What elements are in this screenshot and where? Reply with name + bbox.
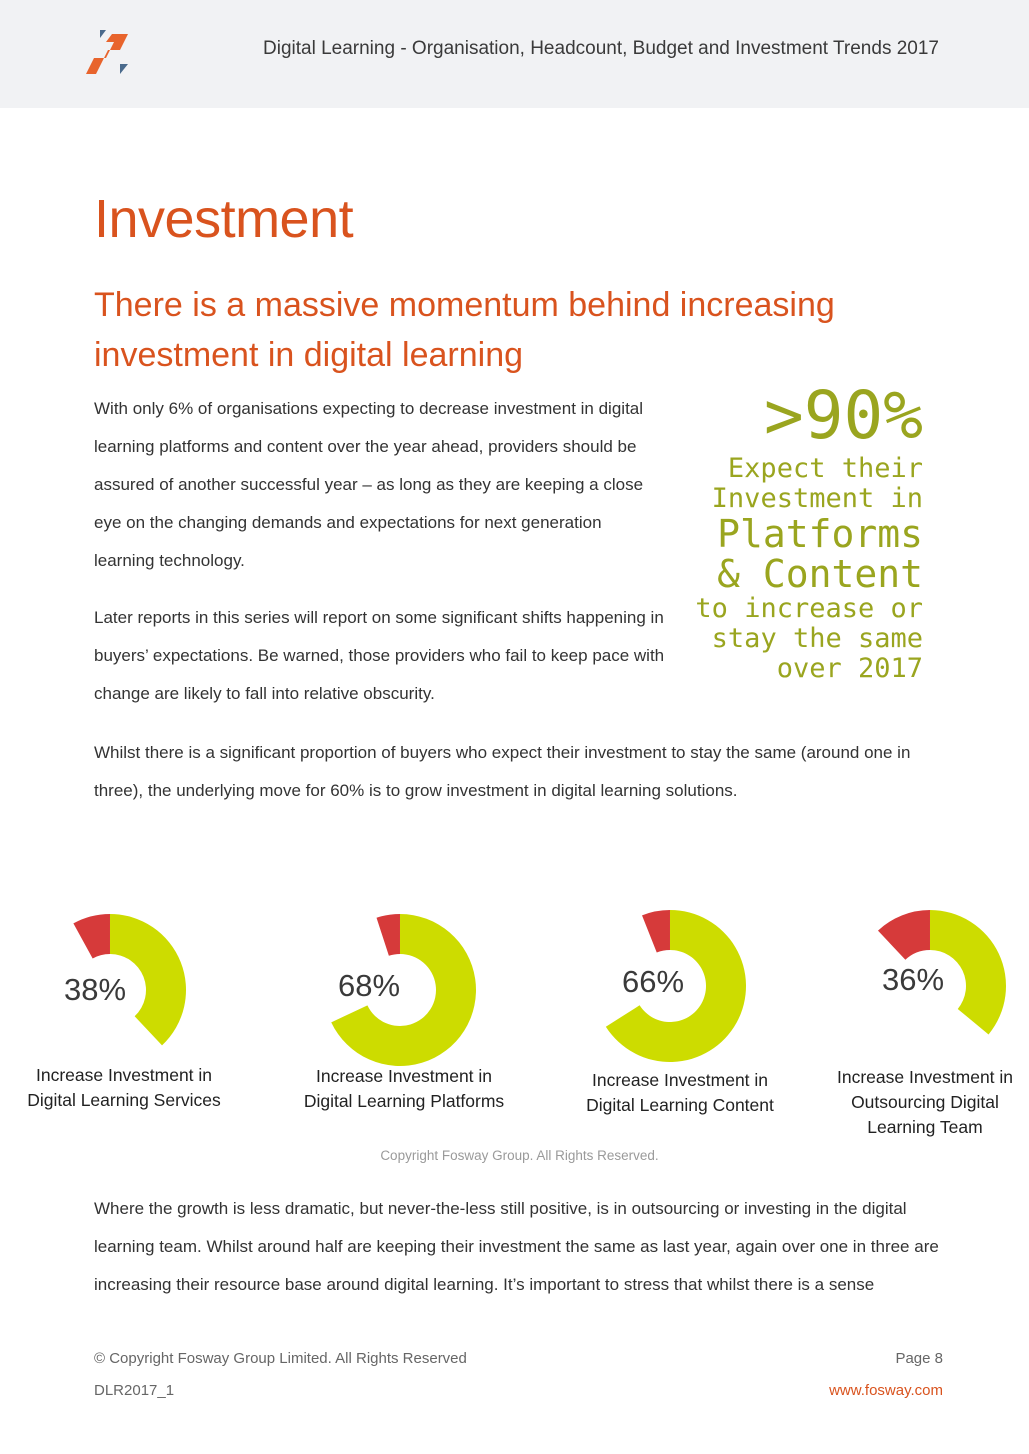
- donut-caption-line: Increase Investment in: [836, 1067, 1014, 1087]
- donut-caption-line: Increase Investment in: [35, 1065, 213, 1085]
- callout-line: to increase or: [695, 593, 923, 624]
- callout-line: Investment in: [711, 483, 923, 514]
- donut-svg: [605, 910, 746, 1062]
- donut-caption-line: Digital Learning Platforms: [303, 1091, 505, 1111]
- donut-caption: Increase Investment in Digital Learning …: [570, 1068, 790, 1118]
- footer-page-number: Page 8: [895, 1350, 943, 1367]
- callout-line: & Content: [717, 552, 923, 596]
- donut-caption-line: Increase Investment in: [591, 1070, 769, 1090]
- callout-line: over 2017: [776, 653, 923, 684]
- callout-line: Platforms: [717, 512, 923, 556]
- donut-caption-line: Learning Team: [867, 1117, 983, 1137]
- callout-line: stay the same: [711, 623, 923, 654]
- fosway-logo-icon: [86, 30, 128, 74]
- donut-percent-label: 38%: [64, 972, 127, 1007]
- stat-callout: >90% Expect their Investment in Platform…: [623, 378, 923, 684]
- footer-copyright: © Copyright Fosway Group Limited. All Ri…: [94, 1350, 467, 1367]
- donut-caption-line: Increase Investment in: [315, 1066, 493, 1086]
- donut-segment-decrease: [642, 910, 670, 953]
- footer-left: © Copyright Fosway Group Limited. All Ri…: [94, 1343, 467, 1407]
- donut-chart-outsourcing: 36%: [850, 906, 1010, 1066]
- callout-line: Expect their: [727, 453, 923, 484]
- donut-segment-decrease: [877, 910, 930, 960]
- chart-source-note: Copyright Fosway Group. All Rights Reser…: [380, 1148, 659, 1163]
- donut-segment-increase: [331, 914, 476, 1066]
- donut-percent-label: 36%: [882, 962, 945, 997]
- donut-caption: Increase Investment in Digital Learning …: [294, 1064, 514, 1114]
- footer-right: Page 8 www.fosway.com: [829, 1343, 943, 1407]
- header-title: Digital Learning - Organisation, Headcou…: [263, 38, 939, 59]
- donut-segment-decrease: [376, 914, 400, 956]
- donut-svg: [877, 910, 1006, 1035]
- page-subtitle: There is a massive momentum behind incre…: [94, 286, 835, 374]
- donut-caption: Increase Investment in Outsourcing Digit…: [815, 1065, 1029, 1140]
- donut-segment-decrease: [73, 914, 110, 959]
- donut-segment-increase: [930, 910, 1006, 1035]
- footer-doc-id: DLR2017_1: [94, 1382, 175, 1399]
- donut-chart-content: 66%: [590, 906, 750, 1066]
- donut-segment-increase: [605, 910, 746, 1062]
- page-header: Digital Learning - Organisation, Headcou…: [0, 0, 1029, 108]
- callout-stat: >90%: [764, 377, 923, 454]
- donut-svg: [73, 914, 186, 1046]
- footer-url-link[interactable]: www.fosway.com: [829, 1382, 943, 1399]
- donut-caption: Increase Investment in Digital Learning …: [14, 1063, 234, 1113]
- donut-svg: [331, 914, 476, 1066]
- donut-chart-services: 38%: [30, 910, 190, 1070]
- donut-caption-line: Outsourcing Digital: [851, 1092, 999, 1112]
- donut-chart-platforms: 68%: [320, 910, 480, 1070]
- donut-caption-line: Digital Learning Services: [27, 1090, 221, 1110]
- body-paragraph-1: With only 6% of organisations expecting …: [94, 399, 644, 570]
- body-paragraph-3: Whilst there is a significant proportion…: [94, 743, 911, 800]
- page-title: Investment: [94, 189, 354, 249]
- body-paragraph-2: Later reports in this series will report…: [94, 608, 665, 703]
- donut-percent-label: 68%: [338, 968, 401, 1003]
- donut-segment-increase: [110, 914, 186, 1046]
- donut-caption-line: Digital Learning Content: [586, 1095, 774, 1115]
- body-paragraph-4: Where the growth is less dramatic, but n…: [94, 1199, 939, 1294]
- donut-percent-label: 66%: [622, 964, 685, 999]
